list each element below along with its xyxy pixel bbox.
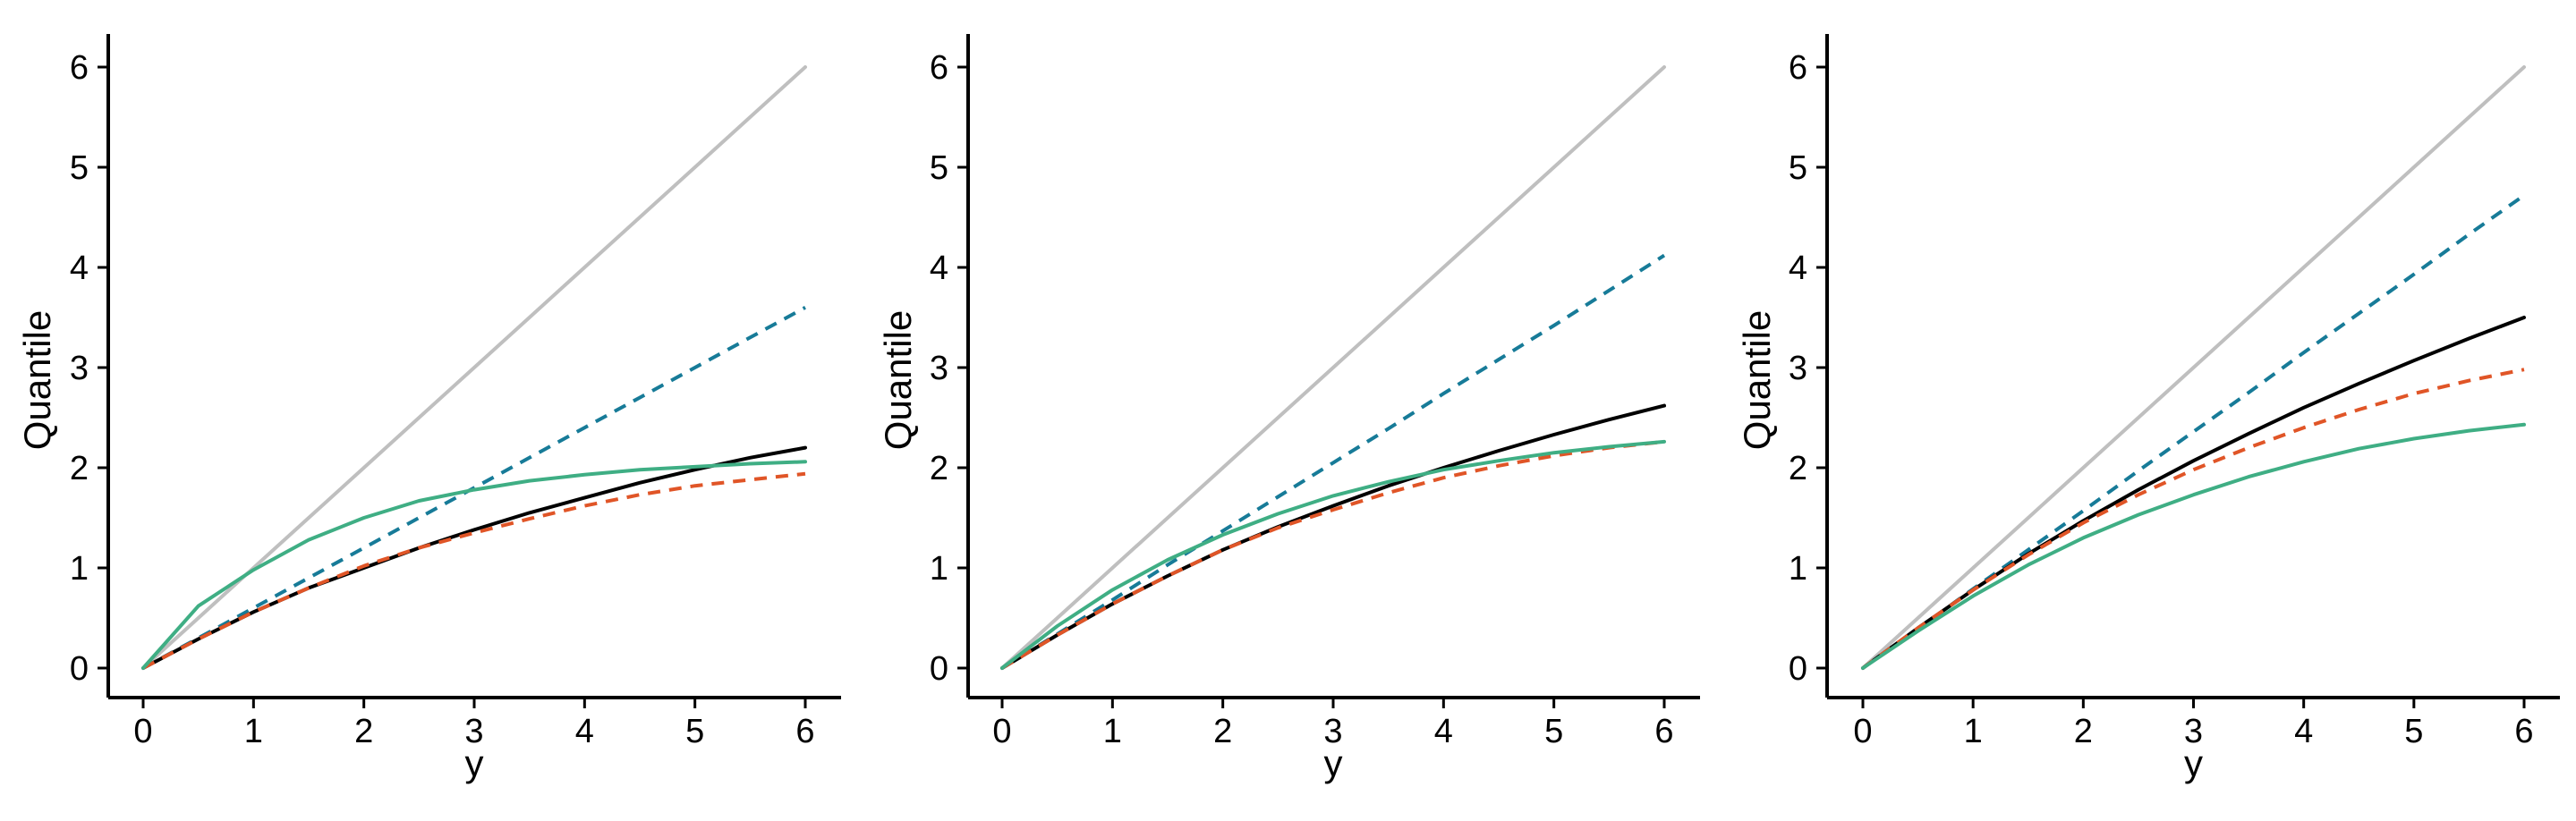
x-tick-label: 2 (2074, 713, 2093, 750)
y-tick-label: 4 (930, 250, 948, 287)
y-tick-label: 1 (70, 550, 89, 588)
y-axis-label: Quantile (877, 310, 919, 450)
series-line-3 (1000, 403, 1666, 670)
series-line-5 (1000, 439, 1666, 670)
x-axis-label: y (1324, 742, 1343, 784)
y-tick-label: 5 (70, 149, 89, 187)
x-tick-label: 3 (2184, 713, 2203, 750)
x-tick-label: 3 (1323, 713, 1342, 750)
y-tick-label: 1 (1789, 550, 1807, 588)
series-line-4 (142, 471, 806, 670)
series-line-1 (1000, 65, 1666, 670)
series-line-5 (141, 460, 807, 670)
x-tick-label: 3 (464, 713, 483, 750)
y-tick-label: 3 (930, 350, 948, 387)
x-tick-label: 4 (1434, 713, 1453, 750)
y-tick-label: 0 (930, 650, 948, 688)
chart-panel-3: 0 1 2 3 4 5 6 0 1 2 3 4 5 6 y Quantile (1736, 34, 2560, 784)
x-tick-label: 6 (2514, 713, 2533, 750)
y-tick-label: 4 (70, 250, 89, 287)
y-axis-label: Quantile (1736, 310, 1778, 450)
x-tick-label: 6 (1654, 713, 1673, 750)
y-tick-label: 4 (1789, 250, 1807, 287)
series-line-5 (1861, 422, 2526, 670)
y-tick-label: 0 (70, 650, 89, 688)
x-axis-label: y (465, 742, 484, 784)
series-line-1 (1861, 65, 2526, 670)
y-tick-label: 2 (70, 450, 89, 487)
y-axis-label: Quantile (16, 310, 58, 450)
y-tick-label: 6 (70, 49, 89, 87)
y-tick-label: 3 (1789, 350, 1807, 387)
y-tick-label: 5 (930, 149, 948, 187)
y-tick-label: 1 (930, 550, 948, 588)
series-line-2 (142, 306, 806, 670)
chart-panel-1: 0 1 2 3 4 5 6 0 1 2 3 4 5 6 y Quantile (16, 34, 841, 784)
x-tick-label: 0 (1853, 713, 1872, 750)
series-line-3 (1861, 316, 2526, 670)
chart-panel-2: 0 1 2 3 4 5 6 0 1 2 3 4 5 6 y Quantile (877, 34, 1700, 784)
x-tick-label: 5 (2404, 713, 2423, 750)
x-tick-label: 2 (1213, 713, 1232, 750)
y-tick-label: 0 (1789, 650, 1807, 688)
x-tick-label: 0 (133, 713, 152, 750)
y-tick-label: 5 (1789, 149, 1807, 187)
series-line-4 (1000, 439, 1665, 670)
x-tick-label: 1 (1964, 713, 1983, 750)
y-tick-label: 6 (1789, 49, 1807, 87)
x-tick-label: 6 (795, 713, 814, 750)
x-tick-label: 0 (992, 713, 1011, 750)
x-tick-label: 5 (685, 713, 704, 750)
x-tick-label: 1 (1103, 713, 1122, 750)
series-line-4 (1861, 368, 2525, 670)
series-line-2 (1000, 253, 1666, 670)
series-line-3 (141, 445, 807, 670)
x-tick-label: 1 (244, 713, 263, 750)
x-tick-label: 4 (2294, 713, 2313, 750)
y-tick-label: 6 (930, 49, 948, 87)
x-tick-label: 4 (575, 713, 594, 750)
y-tick-label: 3 (70, 350, 89, 387)
x-axis-label: y (2184, 742, 2203, 784)
x-tick-label: 5 (1544, 713, 1563, 750)
x-tick-label: 2 (354, 713, 373, 750)
y-tick-label: 2 (930, 450, 948, 487)
y-tick-label: 2 (1789, 450, 1807, 487)
